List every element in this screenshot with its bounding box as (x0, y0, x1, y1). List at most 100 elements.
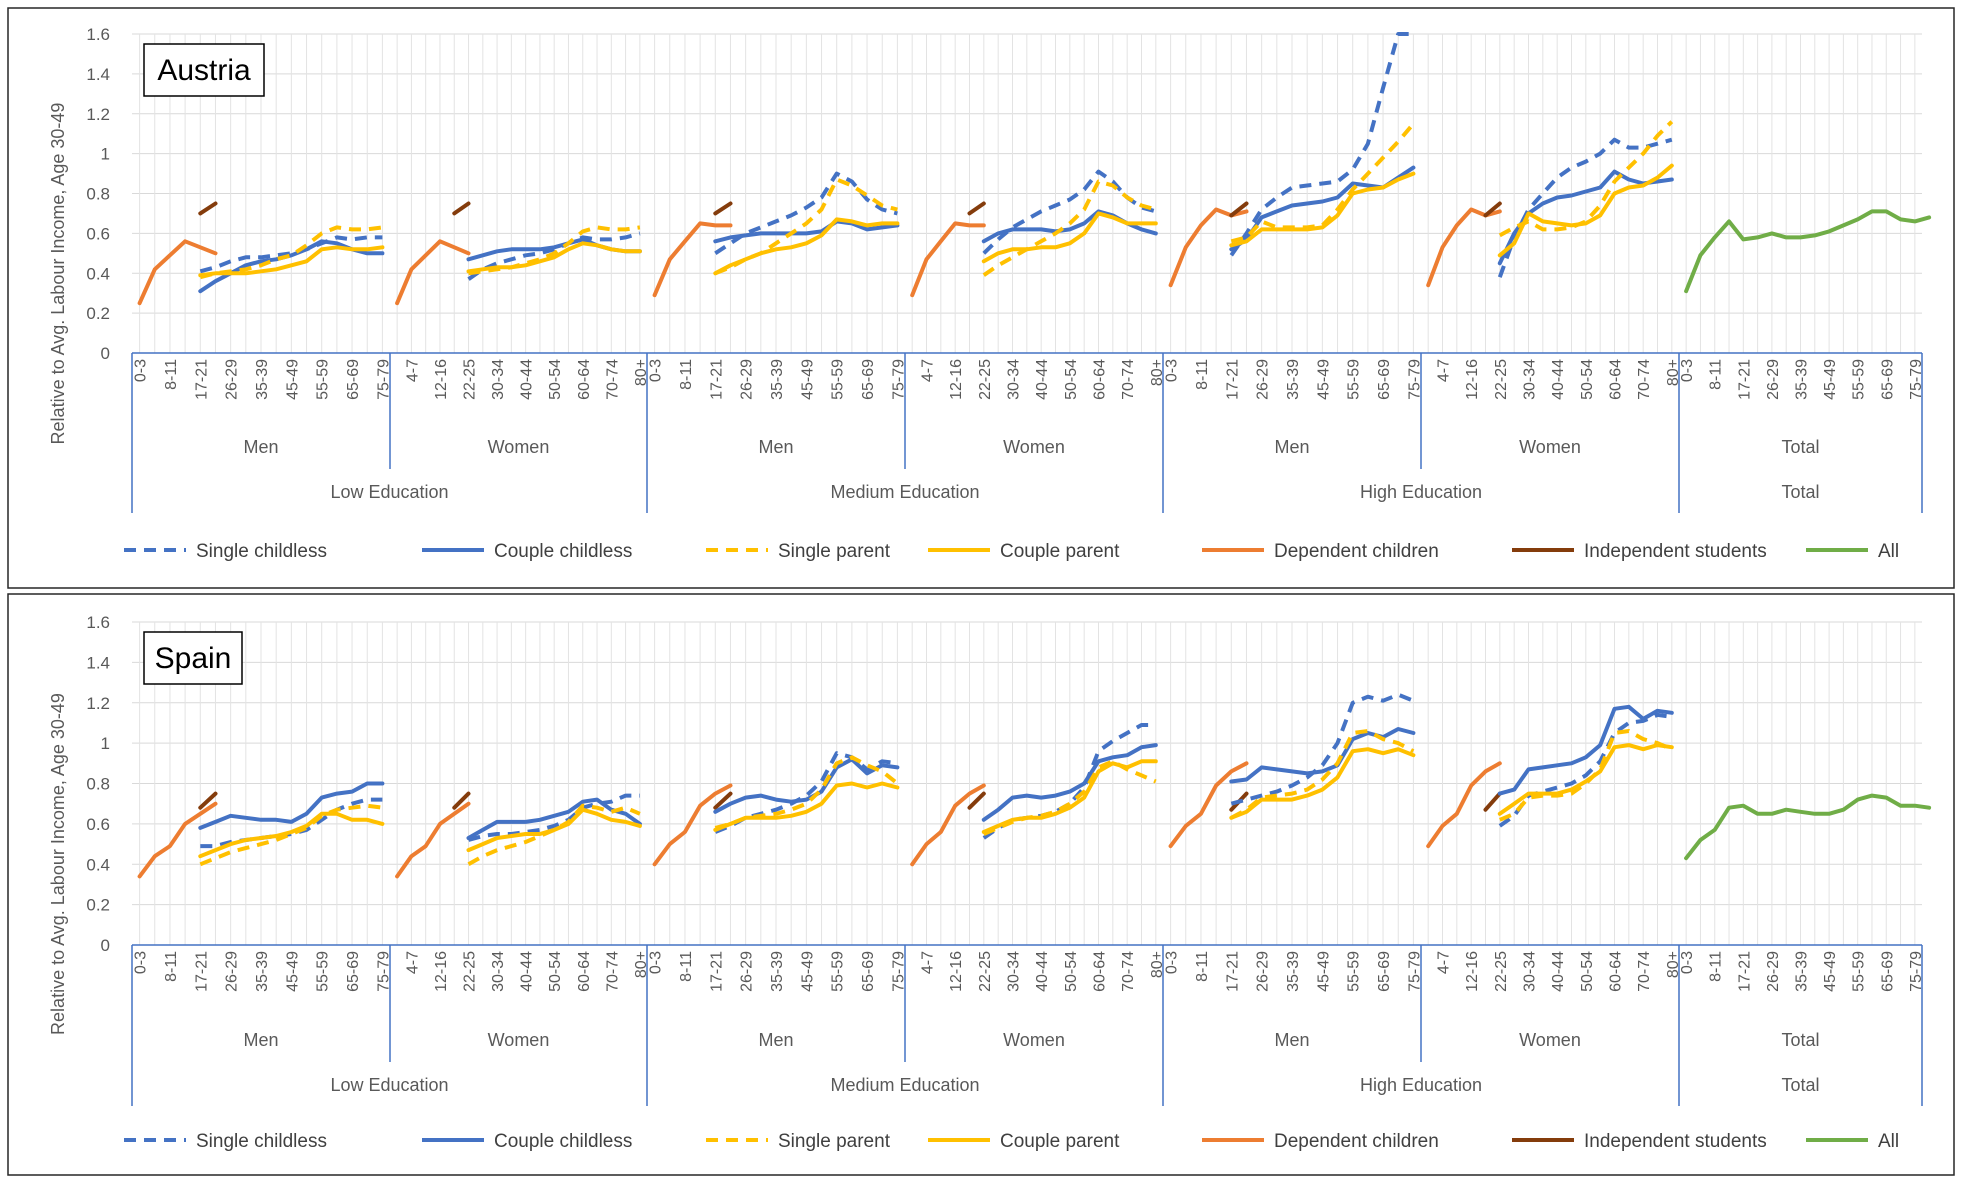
title-text: Austria (157, 54, 251, 87)
panel-label: Women (1003, 1030, 1065, 1050)
x-tick-label: 30-34 (1522, 951, 1539, 992)
x-tick-label: 17-21 (708, 951, 725, 992)
chart-frame (7, 593, 1955, 1176)
y-tick-label: 1.6 (86, 613, 110, 632)
x-tick-label: 12-16 (948, 359, 965, 400)
series-line-single-childless (982, 723, 1156, 840)
x-tick-label: 40-44 (1550, 951, 1567, 992)
x-tick-label: 40-44 (1034, 359, 1051, 400)
series-line-couple-parent (1497, 743, 1674, 816)
x-tick-label: 55-59 (315, 951, 332, 992)
x-tick-label: 26-29 (1255, 951, 1272, 992)
title-box (143, 631, 243, 685)
group-label-high-education: High Education (1360, 1075, 1482, 1095)
x-tick-label: 22-25 (462, 359, 479, 400)
panel-6-total: 0-3 8-11 17-21 26-29 35-39 45-49 55-59 65-69 75-… (1679, 622, 1932, 1050)
x-tick-label: 35-39 (254, 951, 271, 992)
series-line-dependent-children (910, 783, 986, 867)
x-tick-label: 26-29 (224, 359, 241, 400)
x-tick-label: 17-21 (1736, 951, 1753, 992)
x-tick-label: 0-3 (1679, 359, 1696, 382)
series-line-single-parent (199, 803, 383, 867)
group-label-high-education: High Education (1360, 482, 1482, 502)
x-tick-label: 8-11 (678, 359, 695, 390)
x-tick-label: 70-74 (604, 951, 621, 992)
legend-item-independent-students: Independent students (1512, 541, 1767, 562)
x-tick-label: 45-49 (799, 951, 816, 992)
x-tick-label: 70-74 (604, 359, 621, 400)
x-tick-label: 65-69 (860, 951, 877, 992)
title-box (143, 43, 265, 97)
x-tick-label: 55-59 (830, 359, 847, 400)
legend-item-couple-parent: Couple parent (928, 1131, 1120, 1152)
series-line-single-childless (199, 235, 383, 274)
group-label-medium-education: Medium Education (830, 1075, 979, 1095)
x-tick-label: 45-49 (1822, 951, 1839, 992)
series-line-independent-students (452, 791, 471, 810)
panel-4-men: 0-3 8-11 17-21 26-29 35-39 45-49 55-59 65-69 75-… (1164, 32, 1423, 457)
x-tick-label: 60-64 (576, 951, 593, 992)
x-tick-label: 30-34 (1006, 359, 1023, 400)
x-tick-label: 80+ (1665, 359, 1682, 386)
series-line-couple-parent (466, 241, 642, 274)
series-line-couple-parent (713, 217, 900, 276)
x-tick-label: 55-59 (1346, 359, 1363, 400)
x-tick-label: 35-39 (769, 951, 786, 992)
x-tick-label: 45-49 (284, 951, 301, 992)
x-tick-label: 40-44 (1034, 951, 1051, 992)
x-tick-label: 40-44 (1550, 359, 1567, 400)
x-tick-label: 17-21 (1736, 359, 1753, 400)
series-line-independent-students (198, 201, 218, 216)
x-tick-label: 22-25 (462, 951, 479, 992)
x-tick-label: 70-74 (1120, 359, 1137, 400)
x-tick-label: 60-64 (1092, 359, 1109, 400)
series-line-couple-childless (198, 781, 385, 830)
x-tick-label: 75-79 (375, 951, 392, 992)
series-line-dependent-children (137, 801, 218, 879)
x-tick-label: 12-16 (433, 359, 450, 400)
x-tick-label: 55-59 (1851, 951, 1868, 992)
legend-label: Dependent children (1274, 1131, 1439, 1152)
x-tick-label: 22-25 (1493, 359, 1510, 400)
series-line-dependent-children (395, 239, 471, 306)
legend-label: Single parent (778, 541, 891, 562)
x-tick-label: 4-7 (920, 951, 937, 974)
x-tick-label: 60-64 (576, 359, 593, 400)
panel-2-men: 0-3 8-11 17-21 26-29 35-39 45-49 55-59 65-69 75-… (648, 34, 907, 457)
y-tick-label: 1.2 (86, 694, 110, 713)
x-tick-label: 75-79 (375, 359, 392, 400)
legend-item-independent-students: Independent students (1512, 1131, 1767, 1152)
x-tick-label: 60-64 (1608, 359, 1625, 400)
legend: Single childless Couple childless Single p… (124, 1131, 1899, 1152)
series-line-independent-students (1483, 201, 1502, 218)
x-tick-label: 75-79 (1406, 359, 1423, 400)
panel-label: Men (1274, 437, 1309, 457)
x-tick-label: 75-79 (890, 951, 907, 992)
x-tick-label: 30-34 (1006, 951, 1023, 992)
chart-frame (7, 7, 1955, 589)
series-line-couple-childless (1497, 704, 1674, 796)
panel-4-men: 0-3 8-11 17-21 26-29 35-39 45-49 55-59 65-69 75-… (1164, 622, 1423, 1050)
x-tick-label: 0-3 (648, 359, 665, 382)
x-tick-label: 22-25 (1493, 951, 1510, 992)
panel-label: Men (243, 1030, 278, 1050)
x-tick-label: 17-21 (1224, 951, 1241, 992)
legend-label: Couple childless (494, 541, 632, 562)
series-line-couple-childless (713, 757, 900, 814)
x-tick-label: 30-34 (1522, 359, 1539, 400)
y-tick-label: 0.2 (86, 304, 110, 323)
y-tick-label: 0.4 (86, 855, 110, 874)
series-line-dependent-children (137, 239, 218, 306)
series-line-independent-students (452, 201, 471, 216)
x-tick-label: 4-7 (1436, 359, 1453, 382)
x-tick-label: 65-69 (860, 359, 877, 400)
x-tick-label: 35-39 (1794, 359, 1811, 400)
series-line-dependent-children (395, 801, 471, 879)
legend-label: Independent students (1584, 541, 1767, 562)
series-line-couple-parent (981, 759, 1158, 834)
legend-label: Dependent children (1274, 541, 1439, 562)
x-tick-label: 4-7 (1436, 951, 1453, 974)
series-line-independent-students (713, 791, 733, 810)
x-tick-label: 65-69 (1376, 359, 1393, 400)
x-tick-label: 17-21 (193, 359, 210, 400)
